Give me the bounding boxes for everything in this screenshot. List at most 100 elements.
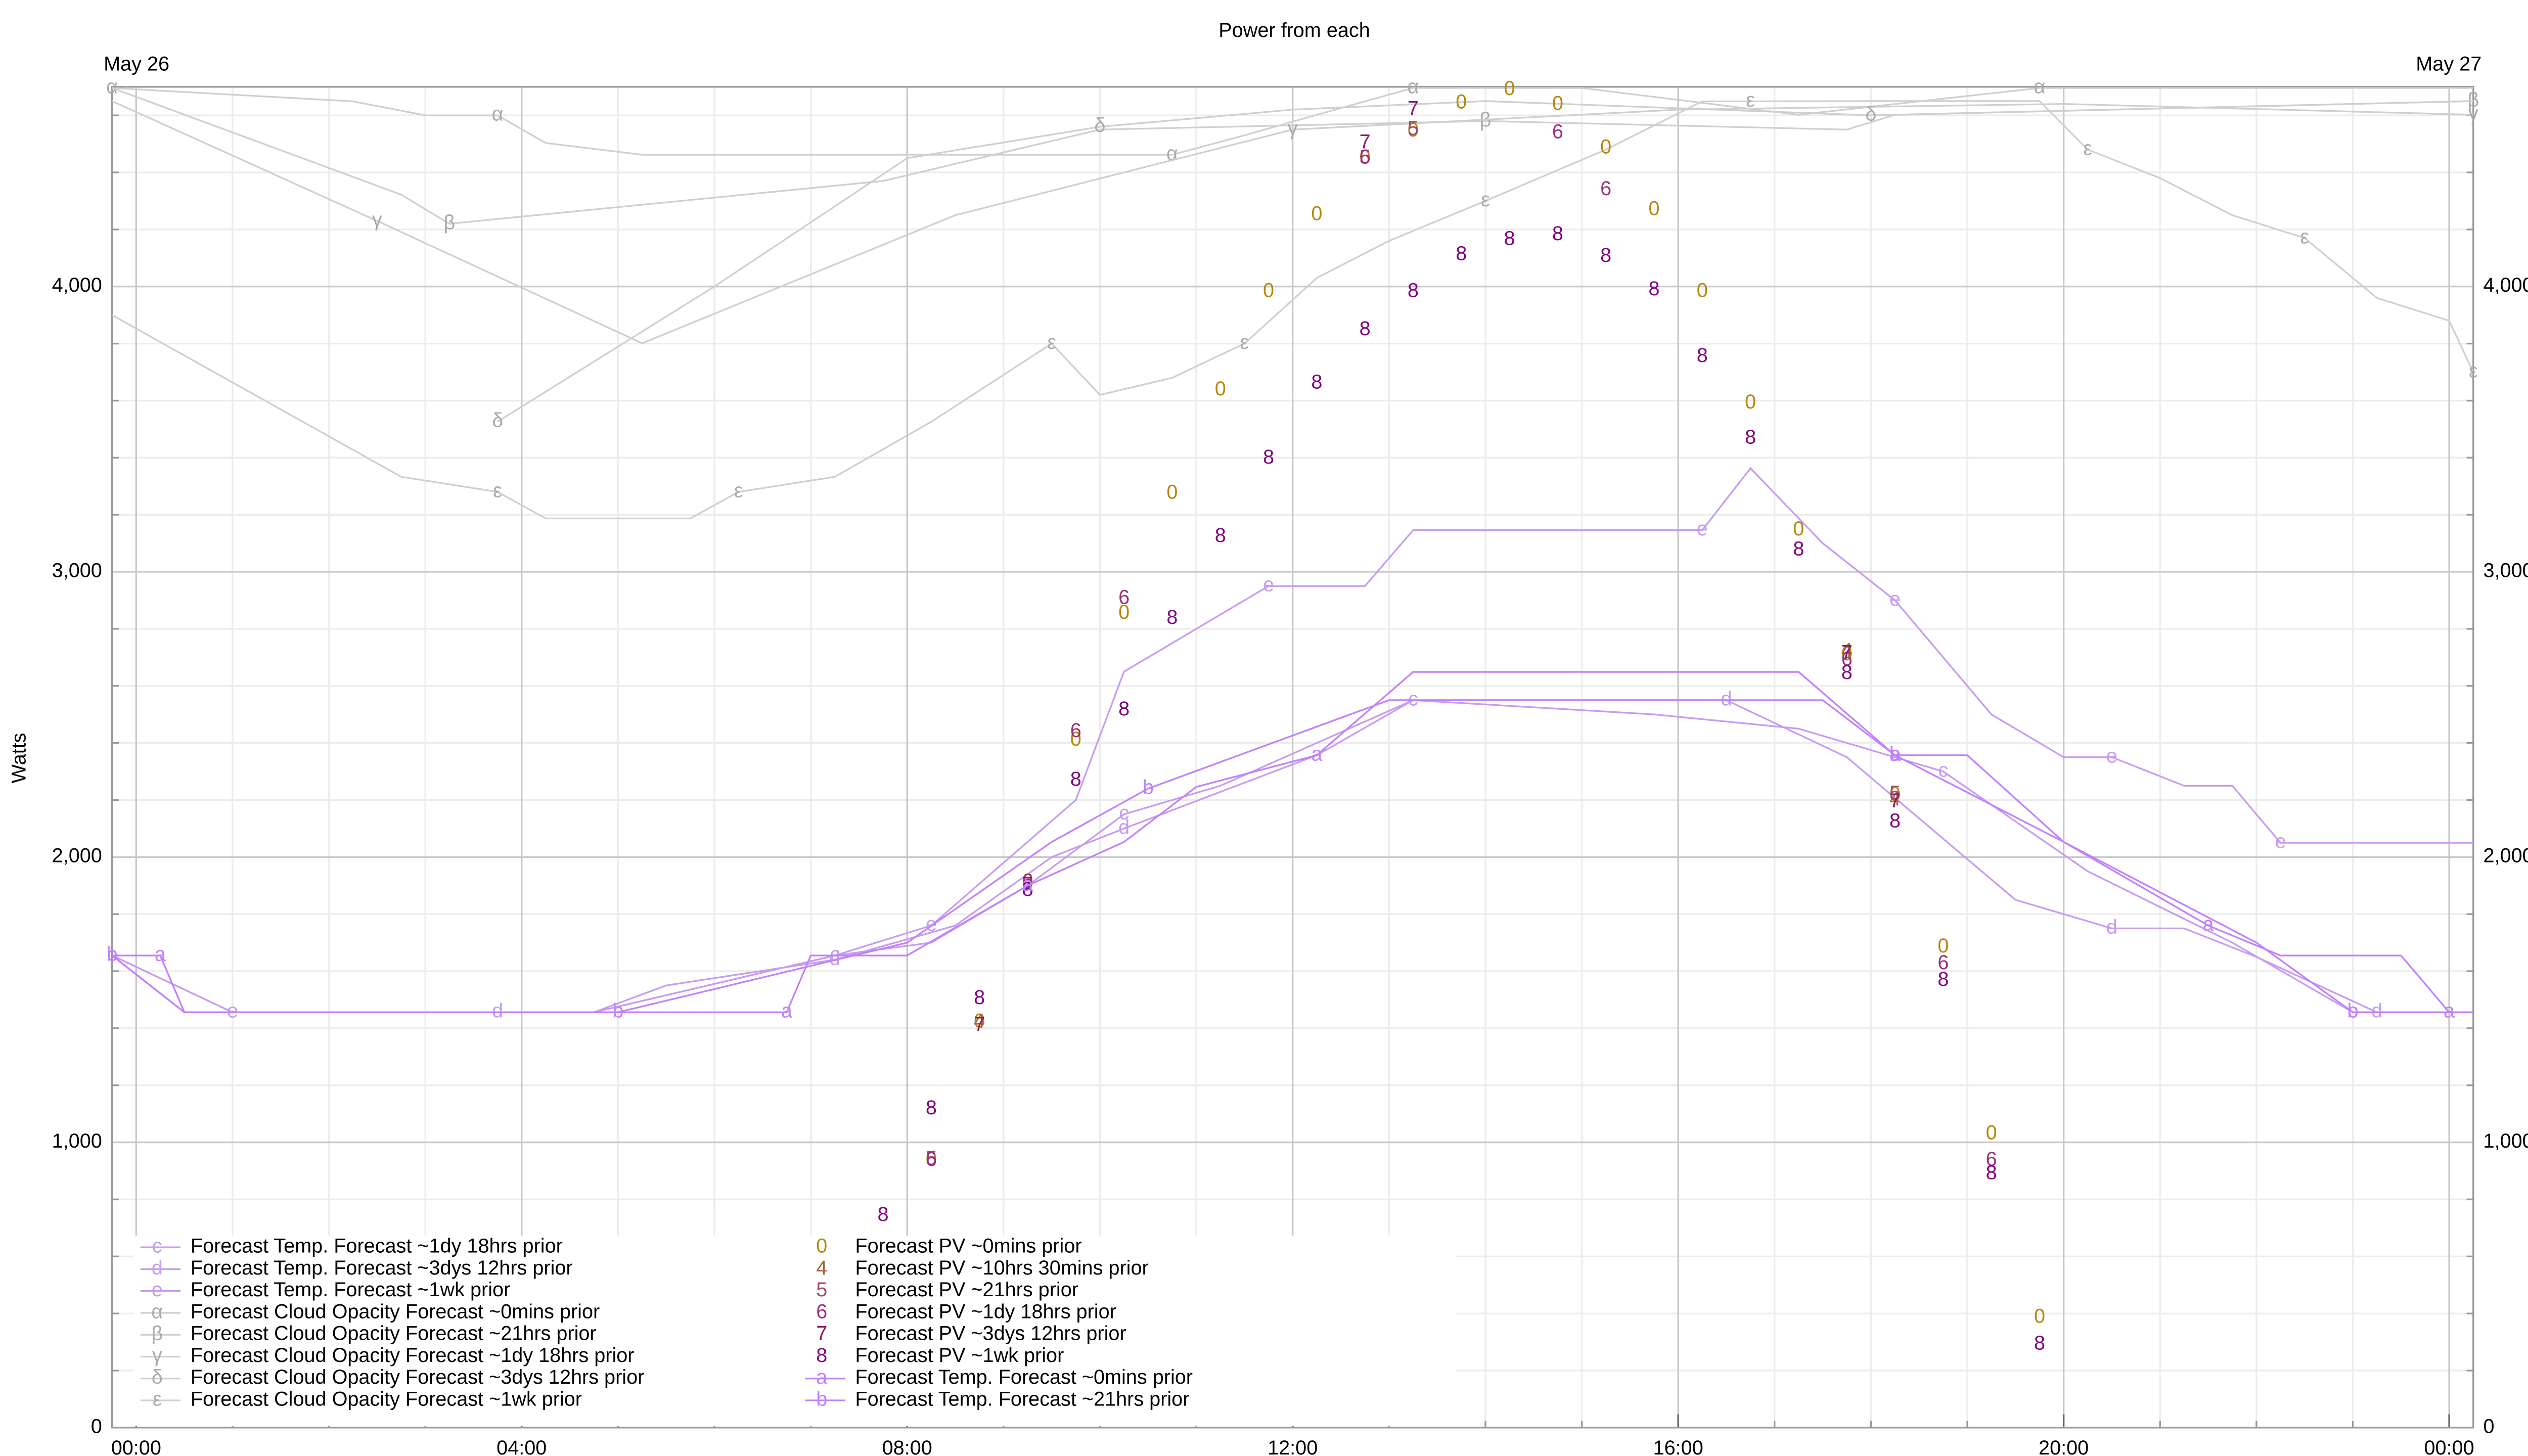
legend-label: Forecast PV ~1wk prior — [855, 1344, 1064, 1367]
point-marker: ε — [734, 479, 743, 502]
point-marker: α — [492, 103, 504, 125]
point-marker: e — [1697, 518, 1708, 540]
point-marker: 8 — [1986, 1162, 1997, 1184]
series-line — [112, 87, 2473, 225]
legend-marker: 4 — [816, 1257, 827, 1279]
point-marker: 6 — [1841, 648, 1853, 670]
point-marker: a — [1311, 743, 1323, 765]
legend-marker: α — [151, 1300, 163, 1323]
point-marker: 8 — [1793, 538, 1804, 560]
point-marker: 8 — [1263, 446, 1274, 468]
point-marker: d — [1118, 816, 1130, 838]
point-marker: 5 — [1408, 117, 1419, 140]
point-marker: α — [1408, 75, 1419, 98]
point-marker: 8 — [1360, 317, 1371, 340]
legend-marker: β — [151, 1323, 163, 1345]
point-marker: ε — [2300, 225, 2309, 248]
point-marker: e — [1263, 574, 1274, 596]
legend-label: Forecast Cloud Opacity Forecast ~0mins p… — [191, 1300, 600, 1323]
legend-marker: γ — [152, 1344, 162, 1367]
point-marker: 8 — [1600, 244, 1611, 266]
legend-label: Forecast PV ~10hrs 30mins prior — [855, 1257, 1148, 1279]
point-marker: 0 — [1986, 1122, 1997, 1144]
point-marker: 8 — [1697, 344, 1708, 367]
point-marker: 5 — [1360, 146, 1371, 168]
point-marker: e — [926, 913, 937, 935]
point-marker: 8 — [1745, 426, 1756, 448]
point-marker: 0 — [1841, 643, 1853, 665]
point-marker: b — [612, 1000, 623, 1022]
point-marker: 5 — [926, 1147, 937, 1169]
point-marker: 8 — [1215, 524, 1226, 547]
legend-marker: 6 — [816, 1300, 827, 1323]
point-marker: 0 — [1745, 391, 1756, 413]
series-line — [111, 467, 2473, 1013]
point-marker: 8 — [1118, 698, 1130, 720]
point-marker: ε — [2469, 359, 2478, 382]
point-marker: 0 — [1070, 728, 1081, 750]
chart-title: Power from each — [1218, 19, 1370, 41]
point-marker: δ — [1865, 103, 1876, 125]
point-marker: 7 — [1360, 130, 1371, 153]
series-line — [497, 100, 2473, 423]
point-marker: 0 — [1166, 481, 1178, 503]
x-tick-label: 00:00 — [111, 1437, 161, 1456]
point-marker: b — [2347, 1000, 2358, 1022]
y2-tick-label: 1,000 — [2484, 1130, 2528, 1152]
legend-label: Forecast Cloud Opacity Forecast ~1wk pri… — [191, 1388, 582, 1410]
point-marker: δ — [492, 410, 503, 432]
legend-label: Forecast Temp. Forecast ~21hrs prior — [855, 1388, 1189, 1410]
point-marker: 8 — [2034, 1332, 2045, 1354]
point-marker: e — [1889, 588, 1901, 610]
point-marker: 0 — [1697, 279, 1708, 301]
point-marker: a — [781, 1000, 793, 1022]
point-marker: ε — [1240, 331, 1249, 353]
legend-marker: e — [152, 1279, 163, 1301]
point-marker: 4 — [1841, 639, 1853, 661]
point-marker: b — [1143, 776, 1154, 798]
point-marker: α — [106, 75, 118, 98]
legend-marker: 0 — [816, 1235, 827, 1257]
point-marker: 0 — [1793, 518, 1804, 540]
point-marker: 6 — [1986, 1148, 1997, 1170]
point-marker: 6 — [1937, 951, 1949, 974]
legend-label: Forecast Temp. Forecast ~1wk prior — [191, 1279, 510, 1301]
point-marker: 0 — [1648, 197, 1659, 219]
point-marker: c — [2348, 1000, 2358, 1022]
y-tick-label: 0 — [91, 1415, 102, 1437]
point-marker: c — [1408, 688, 1418, 710]
plot-frame — [111, 86, 2474, 1429]
point-marker: c — [1119, 802, 1129, 824]
point-marker: 8 — [1552, 222, 1563, 245]
point-marker: γ — [2468, 103, 2478, 125]
point-marker: a — [155, 943, 166, 965]
point-marker: 0 — [1408, 119, 1419, 141]
point-marker: e — [2275, 831, 2286, 853]
y-tick-label: 1,000 — [52, 1130, 102, 1152]
point-marker: 8 — [1648, 278, 1659, 300]
point-marker: δ — [1094, 114, 1105, 136]
point-marker: 0 — [1118, 601, 1130, 623]
legend-marker: 7 — [816, 1323, 827, 1345]
legend-marker: d — [152, 1257, 163, 1279]
point-marker: 8 — [1937, 968, 1949, 990]
legend-marker: ε — [153, 1388, 162, 1410]
legend-label: Forecast Temp. Forecast ~1dy 18hrs prior — [191, 1235, 563, 1257]
y-axis-label: Watts — [8, 733, 30, 784]
point-marker: ε — [1481, 189, 1490, 211]
point-marker: 0 — [2034, 1305, 2045, 1328]
point-marker: 0 — [1504, 77, 1515, 100]
point-marker: d — [492, 1000, 503, 1022]
point-marker: a — [1022, 873, 1033, 895]
point-marker: 6 — [1118, 586, 1130, 609]
date-label: May 26 — [104, 53, 169, 75]
point-marker: γ — [1288, 117, 1298, 140]
series-line — [112, 87, 2473, 156]
point-marker: 0 — [926, 1148, 937, 1170]
point-marker: ε — [1047, 331, 1056, 353]
point-marker: 8 — [1311, 371, 1322, 393]
x-tick-label: 04:00 — [496, 1437, 547, 1456]
point-marker: e — [2106, 745, 2117, 767]
